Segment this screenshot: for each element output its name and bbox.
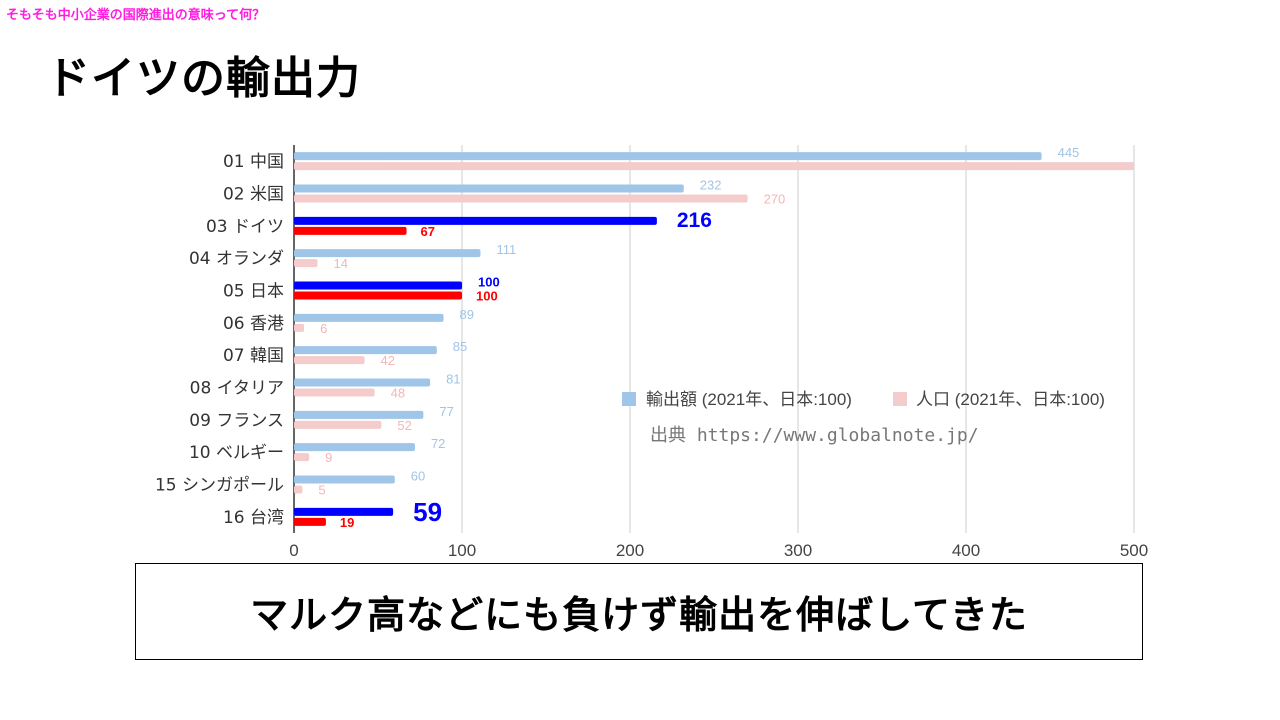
bar-population (294, 356, 365, 365)
data-label-export: 81 (446, 372, 460, 387)
data-label-export: 89 (460, 307, 474, 322)
bar-population (294, 323, 305, 332)
data-label-export: 216 (677, 209, 712, 232)
category-label: 06 香港 (223, 314, 284, 334)
x-tick-label: 100 (448, 541, 476, 560)
bar-export (294, 475, 395, 484)
data-label-export: 445 (1058, 145, 1080, 160)
bar-export (294, 507, 394, 516)
data-label-population: 42 (381, 353, 395, 368)
bar-export (294, 216, 657, 225)
x-tick-label: 200 (616, 541, 644, 560)
legend-swatch-population (893, 392, 907, 406)
data-label-population: 67 (421, 224, 435, 239)
chart-legend: 輸出額 (2021年、日本:100) 人口 (2021年、日本:100) 出典 … (622, 390, 1105, 446)
data-label-export: 232 (700, 178, 722, 193)
category-label: 07 韓国 (223, 346, 284, 366)
bar-export (294, 152, 1042, 161)
category-label: 15 シンガポール (155, 476, 284, 496)
bar-export (294, 346, 437, 355)
source-note: 出典 https://www.globalnote.jp/ (650, 425, 979, 446)
bar-export (294, 249, 481, 258)
bar-population (294, 226, 407, 235)
bar-population (294, 194, 748, 203)
data-label-export: 60 (411, 469, 425, 484)
data-label-population: 100 (476, 289, 498, 304)
bar-export (294, 378, 431, 387)
category-label: 16 台湾 (223, 508, 284, 528)
data-label-export: 85 (453, 339, 467, 354)
x-tick-label: 300 (784, 541, 812, 560)
bar-population (294, 517, 326, 526)
legend-label-export: 輸出額 (2021年、日本:100) (646, 390, 852, 409)
data-label-export: 59 (413, 497, 442, 527)
category-label: 10 ベルギー (189, 443, 284, 463)
slide-title: ドイツの輸出力 (46, 53, 361, 104)
top-caption: そもそも中小企業の国際進出の意味って何？ (6, 8, 266, 23)
category-label: 09 フランス (189, 411, 284, 431)
category-label: 08 イタリア (190, 379, 284, 399)
data-label-population: 270 (764, 192, 786, 207)
data-label-export: 111 (496, 242, 516, 257)
message-box: マルク高などにも負けず輸出を伸ばしてきた (135, 563, 1143, 660)
bar-population (294, 259, 318, 268)
bar-export (294, 184, 684, 193)
bar-population (294, 420, 382, 429)
x-tick-label: 500 (1120, 541, 1148, 560)
category-label: 04 オランダ (189, 249, 284, 269)
data-label-population: 48 (391, 386, 405, 401)
data-label-population: 9 (325, 450, 332, 465)
bar-export (294, 410, 424, 419)
data-label-population: 14 (334, 256, 348, 271)
legend-label-population: 人口 (2021年、日本:100) (916, 390, 1105, 409)
legend-swatch-export (622, 392, 636, 406)
data-label-population: 19 (340, 515, 354, 530)
bar-export (294, 281, 462, 290)
data-label-population: 5 (318, 483, 325, 498)
bar-population (294, 162, 1134, 171)
bar-population (294, 291, 462, 300)
data-label-population: 6 (320, 321, 327, 336)
category-label: 05 日本 (223, 282, 284, 302)
chart-bars (294, 152, 1134, 526)
x-tick-label: 0 (289, 541, 298, 560)
data-label-export: 72 (431, 436, 445, 451)
chart-gridlines (293, 145, 1135, 533)
bar-population (294, 388, 375, 397)
bar-export (294, 313, 444, 322)
category-label: 02 米国 (223, 185, 284, 205)
bar-population (294, 453, 310, 462)
chart-labels: 0 100 200 300 400 500 01 中国 445 02 米国 232 270 03 ドイ… (155, 145, 1148, 560)
x-tick-label: 400 (952, 541, 980, 560)
bar-export (294, 443, 415, 452)
bar-population (294, 485, 303, 494)
category-label: 03 ドイツ (206, 217, 284, 237)
category-label: 01 中国 (223, 152, 284, 172)
data-label-population: 52 (397, 418, 411, 433)
data-label-export: 100 (478, 275, 500, 290)
data-label-export: 77 (439, 404, 453, 419)
message-text: マルク高などにも負けず輸出を伸ばしてきた (250, 593, 1028, 637)
